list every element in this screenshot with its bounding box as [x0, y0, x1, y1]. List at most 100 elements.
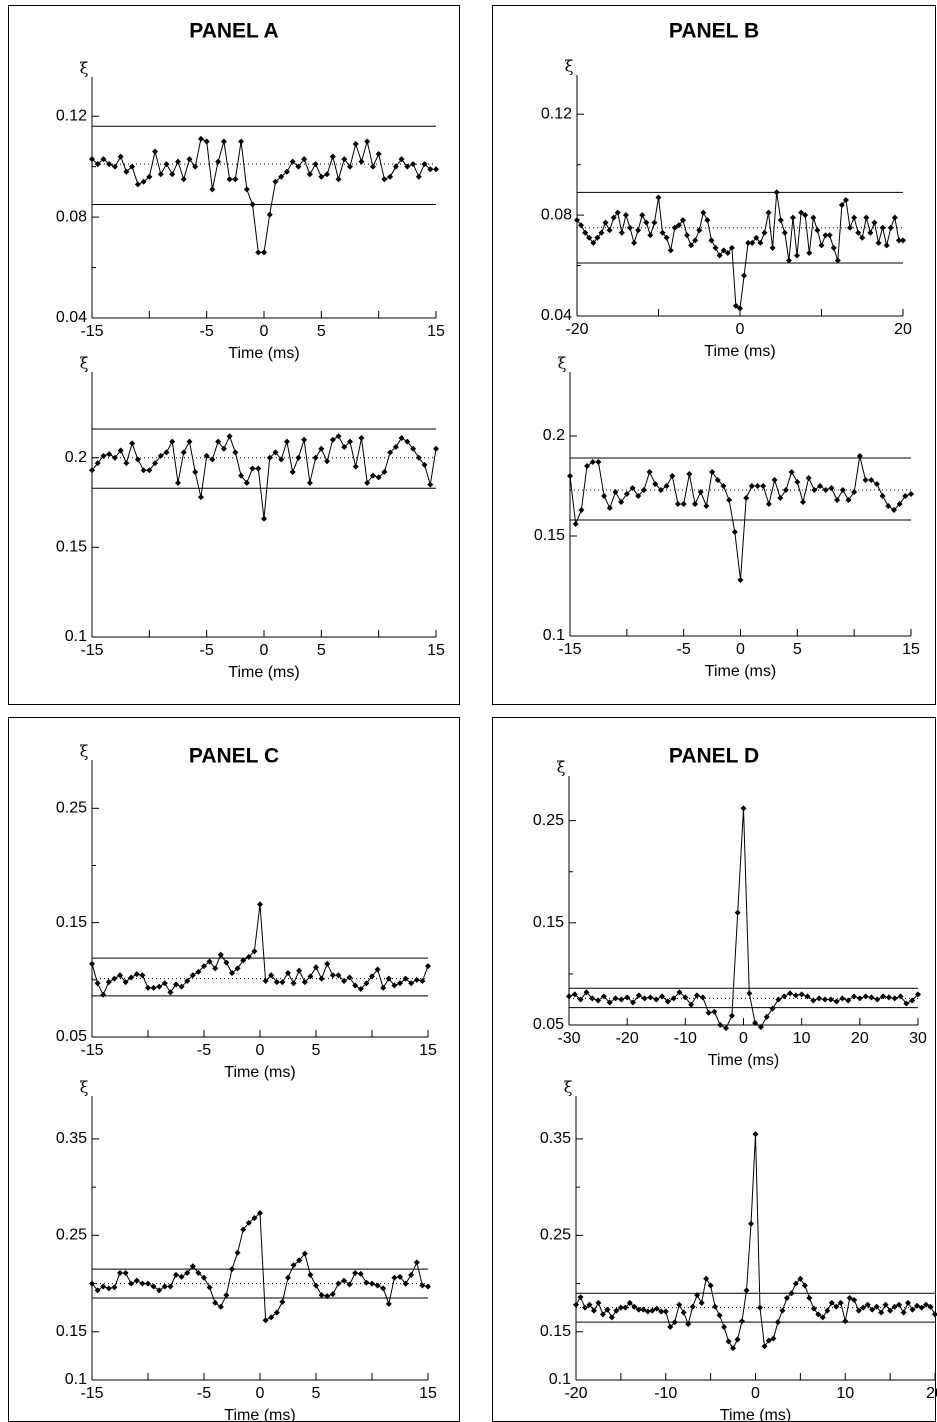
- data-point: [725, 1338, 732, 1345]
- x-tick-label: -15: [80, 1385, 103, 1402]
- data-point: [862, 477, 869, 483]
- data-point: [734, 909, 741, 916]
- data-point: [773, 189, 780, 196]
- data-point: [220, 445, 227, 452]
- data-point: [156, 983, 163, 990]
- data-point: [792, 1280, 799, 1287]
- data-point: [385, 1300, 392, 1307]
- data-point: [184, 977, 191, 984]
- data-point: [433, 166, 439, 173]
- data-point: [129, 440, 136, 447]
- data-point: [249, 465, 256, 472]
- data-point: [324, 458, 331, 465]
- data-point: [296, 1257, 303, 1264]
- data-point: [105, 979, 112, 986]
- data-point: [215, 438, 222, 445]
- data-point: [145, 1280, 151, 1287]
- data-point: [249, 201, 256, 208]
- data-point: [802, 212, 809, 219]
- data-point: [711, 1008, 718, 1015]
- data-point: [635, 1306, 642, 1313]
- data-point: [226, 176, 233, 183]
- data-point: [391, 982, 398, 989]
- data-point: [743, 1287, 750, 1294]
- data-point: [662, 1308, 669, 1315]
- data-point: [770, 1335, 777, 1342]
- data-point: [821, 996, 828, 1003]
- data-point: [245, 1219, 252, 1226]
- data-point: [257, 901, 263, 908]
- data-point: [566, 993, 572, 1000]
- data-point: [89, 156, 95, 163]
- data-point: [586, 234, 593, 241]
- data-point: [232, 449, 239, 456]
- data-point: [134, 456, 141, 463]
- data-point: [723, 1025, 730, 1032]
- data-point: [737, 577, 744, 583]
- data-point: [374, 1282, 381, 1289]
- data-point: [123, 168, 130, 175]
- data-point: [421, 461, 428, 468]
- data-point: [817, 483, 824, 489]
- data-point: [117, 447, 124, 454]
- y-tick-label: 0.2: [65, 449, 87, 466]
- data-point: [387, 449, 394, 456]
- y-tick-label: 0.12: [56, 107, 87, 124]
- x-tick-label: 0: [256, 1385, 265, 1402]
- data-point: [352, 982, 359, 989]
- data-point: [694, 1292, 701, 1299]
- data-point: [572, 521, 579, 527]
- data-point: [352, 463, 359, 470]
- data-point: [433, 445, 439, 452]
- y-tick-label: 0.15: [56, 539, 87, 556]
- x-tick-label: -30: [557, 1030, 580, 1047]
- data-point: [111, 163, 118, 170]
- data-point: [622, 1304, 629, 1311]
- data-point: [590, 239, 597, 246]
- data-point: [794, 252, 801, 259]
- data-point: [266, 454, 273, 461]
- data-point: [783, 1295, 790, 1302]
- data-point: [329, 436, 336, 443]
- x-tick-label: 0: [751, 1385, 760, 1402]
- data-point: [145, 984, 151, 991]
- data-point: [657, 487, 664, 493]
- x-axis-label: Time (ms): [705, 663, 776, 680]
- y-axis-label: ξ: [80, 742, 89, 761]
- data-point: [698, 1299, 705, 1306]
- y-tick-label: 0.15: [56, 1323, 87, 1340]
- data-point: [721, 1323, 728, 1330]
- data-point: [134, 181, 141, 188]
- data-line: [91, 904, 429, 996]
- data-point: [175, 479, 181, 486]
- x-axis-label: Time (ms): [708, 1052, 779, 1069]
- data-point: [146, 467, 153, 474]
- data-point: [781, 993, 788, 1000]
- data-point: [197, 494, 204, 501]
- data-point: [626, 224, 633, 231]
- data-point: [245, 953, 252, 960]
- data-point: [306, 479, 313, 486]
- data-point: [180, 176, 187, 183]
- data-point: [890, 507, 897, 513]
- data-point: [806, 249, 813, 256]
- data-point: [771, 477, 778, 483]
- data-point: [760, 483, 767, 489]
- data-point: [117, 1269, 123, 1276]
- data-point: [192, 469, 199, 476]
- data-point: [313, 964, 319, 971]
- data-line: [91, 1212, 429, 1322]
- data-point: [335, 1280, 342, 1287]
- data-point: [900, 237, 906, 244]
- x-tick-label: 15: [902, 641, 920, 658]
- data-point: [232, 176, 239, 183]
- data-point: [89, 1280, 95, 1287]
- data-point: [243, 479, 250, 486]
- data-point: [223, 959, 230, 966]
- data-point: [891, 1303, 898, 1310]
- data-point: [150, 1283, 157, 1290]
- data-point: [273, 1309, 280, 1316]
- data-point: [129, 163, 136, 170]
- data-point: [732, 302, 739, 309]
- data-point: [106, 161, 113, 168]
